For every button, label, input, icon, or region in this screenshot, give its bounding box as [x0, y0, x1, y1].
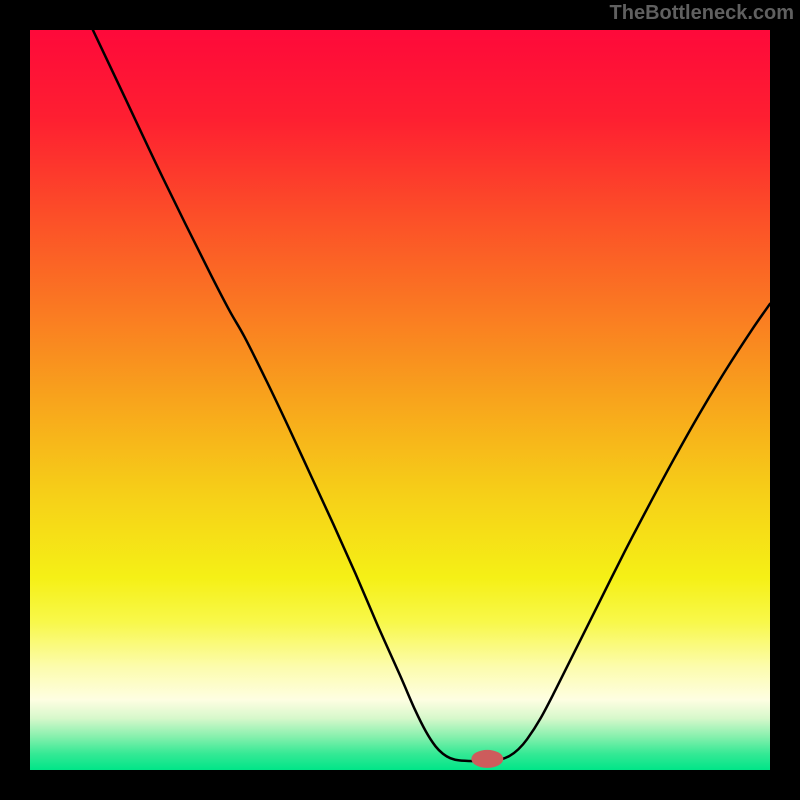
optimal-marker	[471, 750, 503, 768]
plot-background	[30, 30, 770, 770]
chart-frame: TheBottleneck.com	[0, 0, 800, 800]
watermark-text: TheBottleneck.com	[610, 2, 794, 25]
bottleneck-chart	[0, 0, 800, 800]
